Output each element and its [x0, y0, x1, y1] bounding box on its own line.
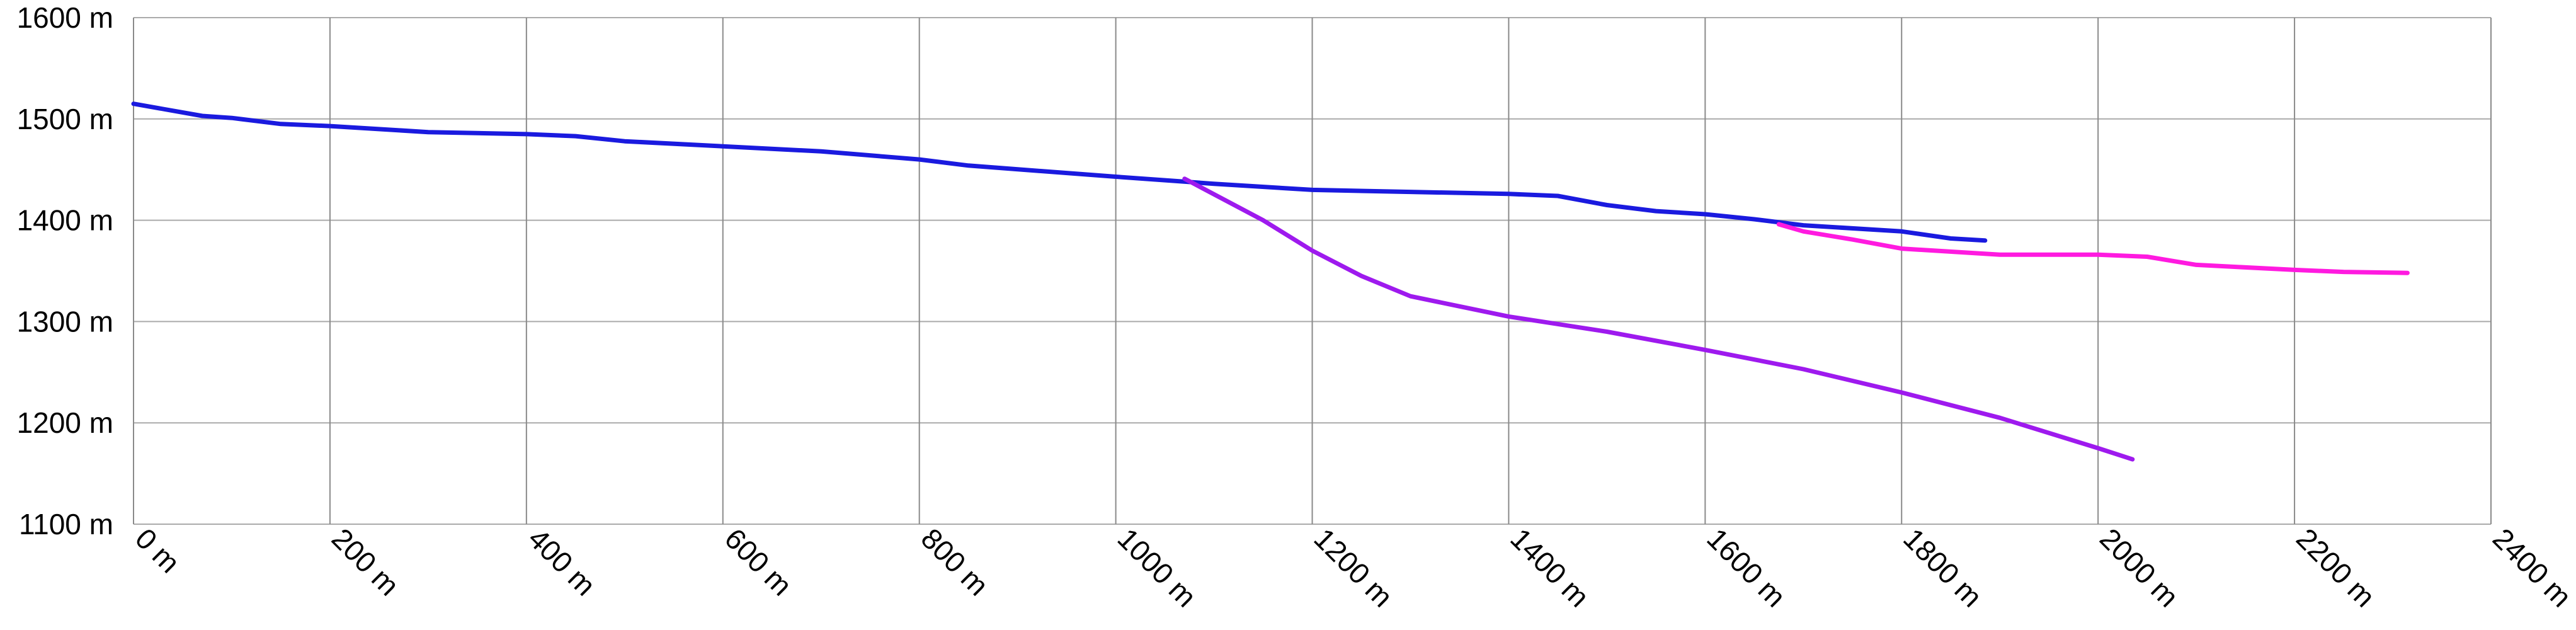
y-axis-tick-labels: 1100 m 1200 m 1300 m 1400 m 1500 m 1600 m	[17, 1, 113, 541]
x-tick-label: 1800 m	[1897, 522, 1988, 613]
series-lines	[131, 101, 2410, 462]
x-tick-label: 1200 m	[1308, 522, 1399, 613]
x-tick-label: 1000 m	[1112, 522, 1203, 613]
series-line-2	[1182, 176, 2135, 462]
x-tick-label: 800 m	[915, 522, 995, 602]
x-tick-label: 2400 m	[2487, 522, 2576, 613]
y-tick-label: 1300 m	[17, 305, 113, 338]
y-tick-label: 1400 m	[17, 204, 113, 237]
x-tick-label: 2200 m	[2290, 522, 2381, 613]
y-tick-label: 1500 m	[17, 103, 113, 135]
x-tick-label: 0 m	[129, 522, 186, 579]
y-tick-label: 1200 m	[17, 406, 113, 439]
x-tick-label: 2000 m	[2094, 522, 2185, 613]
x-axis-tick-labels: 0 m 200 m 400 m 600 m 800 m 1000 m 1200 m 1400 …	[129, 522, 2576, 613]
series-line-3	[1776, 222, 2410, 275]
x-tick-label: 400 m	[522, 522, 602, 602]
chart-grid	[133, 17, 2492, 525]
x-tick-label: 600 m	[719, 522, 799, 602]
x-tick-label: 1600 m	[1701, 522, 1792, 613]
x-tick-label: 200 m	[326, 522, 406, 602]
series-line-1	[131, 101, 1988, 243]
y-tick-label: 1100 m	[19, 508, 113, 541]
y-tick-label: 1600 m	[17, 1, 113, 34]
x-tick-label: 1400 m	[1504, 522, 1595, 613]
